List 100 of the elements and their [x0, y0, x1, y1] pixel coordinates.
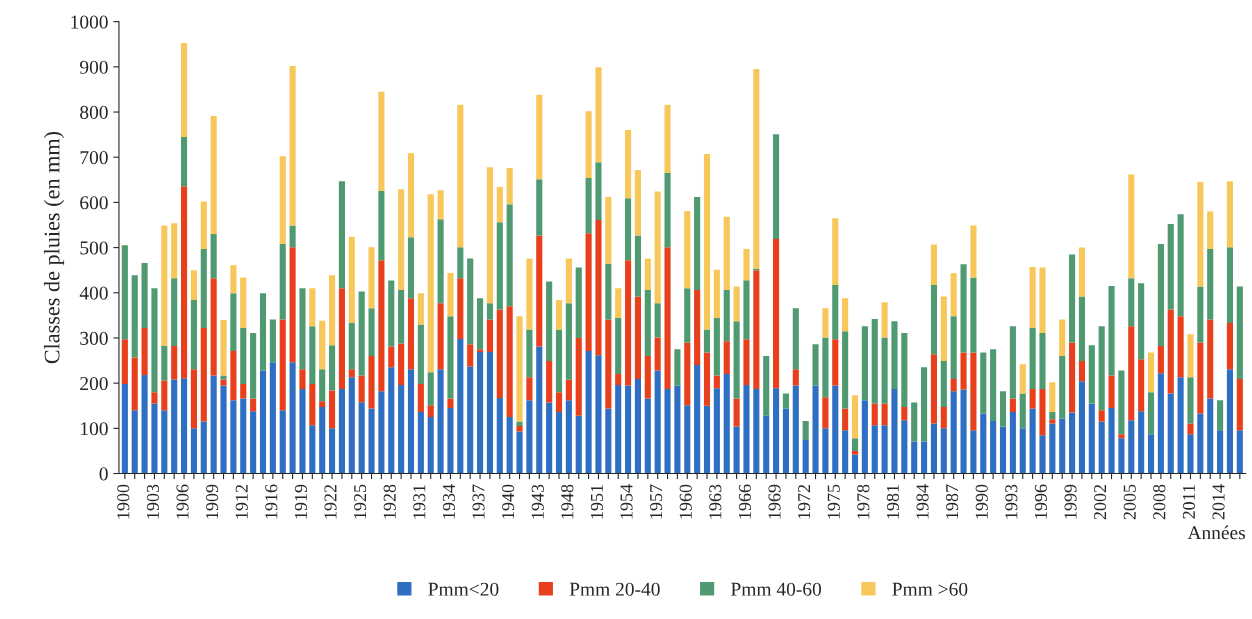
bar: [921, 367, 928, 442]
bar: [605, 408, 612, 474]
bar: [970, 430, 977, 474]
bar: [358, 375, 365, 403]
bar: [190, 369, 197, 429]
bar: [200, 421, 207, 474]
bar: [467, 366, 474, 474]
bar: [595, 220, 602, 356]
bar: [1029, 267, 1036, 329]
bar: [684, 211, 691, 289]
bar: [1217, 400, 1224, 431]
bar: [615, 288, 622, 319]
bar: [1236, 430, 1243, 474]
bar: [457, 247, 464, 279]
bar: [496, 222, 503, 310]
bar: [615, 318, 622, 375]
bar: [575, 267, 582, 338]
bar: [743, 384, 750, 474]
y-tick-label: 200: [80, 376, 108, 391]
bar: [990, 349, 997, 422]
bar: [240, 398, 247, 474]
bar: [1226, 323, 1234, 370]
y-tick-label: 0: [99, 467, 108, 481]
bar: [565, 258, 572, 304]
bar: [1059, 418, 1066, 474]
bar: [151, 288, 158, 393]
y-tick-label: 300: [80, 331, 108, 345]
bar: [901, 420, 908, 474]
bar: [664, 104, 671, 174]
bar: [536, 235, 543, 347]
bar: [1197, 182, 1204, 287]
bar: [536, 346, 543, 474]
bar: [950, 273, 957, 317]
bar: [891, 321, 898, 390]
y-tick-label: 400: [79, 286, 108, 300]
bar: [1226, 181, 1234, 248]
bar: [1177, 377, 1184, 474]
bar: [407, 298, 415, 370]
bar: [1039, 267, 1046, 333]
bar: [832, 339, 839, 386]
bar: [605, 263, 612, 320]
bar: [950, 316, 957, 380]
bar: [664, 173, 671, 248]
bar: [496, 398, 503, 474]
bar: [625, 385, 632, 474]
bar: [1197, 413, 1204, 474]
bar: [1019, 428, 1026, 474]
bar: [486, 167, 493, 304]
bar: [516, 421, 523, 427]
bar: [733, 426, 740, 474]
bar: [634, 169, 641, 236]
bar: [506, 306, 513, 418]
legend-label: Pmm 40-60: [731, 582, 822, 596]
bar: [171, 278, 178, 347]
bar: [141, 328, 148, 376]
bar: [190, 300, 197, 370]
bar: [378, 391, 385, 474]
y-tick-label: 600: [80, 196, 108, 210]
legend-label: Pmm 20-40: [569, 582, 660, 596]
bar: [1197, 342, 1204, 414]
bar: [161, 380, 168, 411]
bar: [230, 400, 237, 474]
bar: [378, 260, 385, 392]
bar: [1128, 420, 1135, 474]
bar: [1078, 296, 1086, 362]
bar: [348, 236, 355, 324]
bar: [486, 351, 493, 474]
x-tick-label: 1981: [886, 485, 899, 519]
bar: [477, 349, 484, 352]
bar: [309, 288, 316, 327]
bar: [674, 385, 681, 474]
bar: [368, 247, 375, 309]
bar: [881, 302, 888, 338]
bar: [161, 225, 168, 347]
bar: [299, 389, 306, 474]
bar: [921, 441, 928, 474]
bar: [625, 130, 632, 199]
bar: [940, 407, 947, 429]
legend-label: Pmm<20: [428, 582, 499, 596]
x-tick-label: 1900: [117, 484, 130, 519]
bar: [259, 293, 267, 371]
bar: [960, 352, 967, 390]
bar: [1049, 412, 1056, 420]
bar: [181, 378, 188, 474]
bar: [625, 260, 632, 386]
bar: [417, 412, 424, 474]
bar: [595, 355, 602, 474]
bar: [654, 303, 661, 338]
x-tick-label: 1996: [1034, 484, 1047, 519]
bar: [1138, 411, 1145, 474]
bar: [200, 328, 207, 422]
bar: [1049, 419, 1056, 424]
bar: [999, 391, 1007, 427]
x-tick-label: 1922: [324, 484, 337, 519]
bar: [1088, 345, 1095, 404]
bar: [970, 225, 977, 278]
bar: [457, 104, 464, 248]
x-tick-label: 1928: [383, 484, 396, 519]
bar: [299, 369, 306, 390]
bar: [161, 410, 168, 474]
